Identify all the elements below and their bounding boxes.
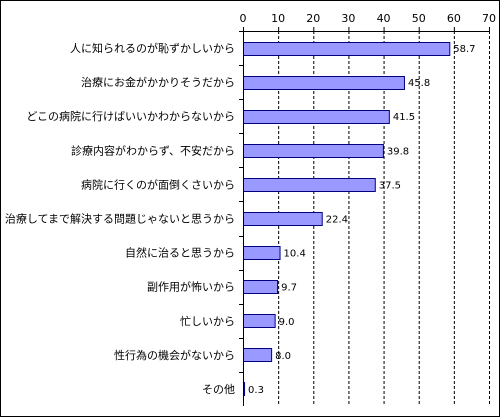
category-label: 自然に治ると思うから	[125, 246, 235, 260]
x-tick-label: 10	[271, 12, 285, 25]
category-label: 副作用が怖いから	[147, 280, 235, 294]
bar-4	[243, 178, 376, 192]
value-label: 45.8	[408, 78, 430, 89]
x-tick-label: 30	[341, 12, 355, 25]
bar-8	[243, 314, 276, 328]
value-label: 10.4	[284, 249, 306, 260]
value-label: 9.7	[281, 283, 297, 294]
bar-7	[243, 280, 279, 294]
category-label: 性行為の機会がないから	[114, 348, 235, 362]
category-label: その他	[202, 383, 235, 396]
category-label: 忙しいから	[180, 314, 235, 328]
x-tick-label: 20	[306, 12, 320, 25]
bar-9	[243, 348, 273, 362]
bar-6	[243, 246, 281, 260]
value-label: 0.3	[248, 385, 264, 396]
bar-1	[243, 76, 405, 90]
category-label: 治療にお金がかかりそうだから	[81, 75, 235, 89]
x-tick-label: 50	[412, 12, 426, 25]
value-label: 37.5	[379, 180, 401, 191]
bar-3	[243, 144, 384, 158]
gridlines	[278, 31, 490, 406]
category-label: 人に知られるのが恥ずかしいから	[70, 41, 235, 55]
value-label: 39.8	[387, 146, 409, 157]
x-tick-label: 0	[240, 12, 247, 25]
category-label: 病院に行くのが面倒くさいから	[81, 177, 235, 191]
axes	[239, 27, 490, 406]
bar-0	[243, 42, 451, 56]
value-label: 22.4	[326, 215, 348, 226]
x-tick-label: 60	[447, 12, 461, 25]
category-label: どこの病院に行けばいいかわからないから	[26, 109, 235, 123]
category-label: 治療してまで解決する問題じゃないと思うから	[5, 212, 235, 226]
x-tick-label: 70	[482, 12, 496, 25]
value-label: 9.0	[279, 317, 295, 328]
bar-5	[243, 212, 323, 226]
value-label: 41.5	[393, 112, 415, 123]
labels: 0 10 20 30 40 50 60 70 人に知られるのが恥ずかしいから 58.7 治療にお金が…	[5, 12, 496, 396]
category-label: 診療内容がわからず、不安だから	[71, 143, 235, 157]
x-tick-label: 40	[377, 12, 391, 25]
value-label: 8.0	[275, 351, 291, 362]
value-label: 58.7	[453, 44, 475, 55]
bars	[243, 42, 451, 396]
bar-2	[243, 110, 390, 124]
